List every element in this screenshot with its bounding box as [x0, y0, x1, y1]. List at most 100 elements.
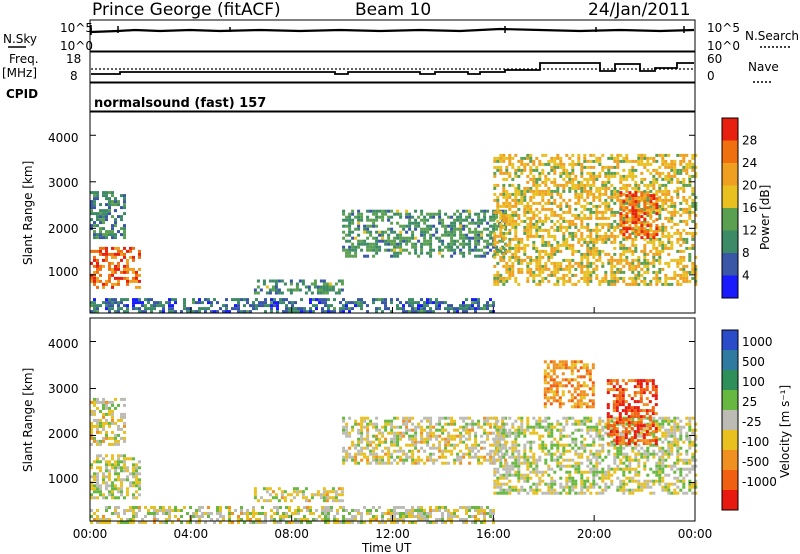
- echo-cell: [312, 310, 315, 314]
- echo-cell: [520, 219, 524, 223]
- echo-cell: [520, 198, 524, 202]
- echo-cell: [592, 482, 596, 486]
- echo-cell: [652, 159, 656, 163]
- echo-cell: [640, 177, 644, 181]
- echo-cell: [691, 165, 695, 169]
- echo-cell: [634, 473, 638, 477]
- echo-cell: [276, 310, 279, 314]
- echo-cell: [444, 506, 447, 509]
- echo-cell: [544, 249, 548, 253]
- echo-cell: [393, 245, 397, 249]
- echo-cell: [580, 261, 584, 265]
- echo-cell: [526, 491, 530, 495]
- echo-cell: [360, 416, 364, 420]
- echo-cell: [517, 267, 521, 271]
- echo-cell: [105, 421, 108, 425]
- echo-cell: [583, 273, 587, 277]
- echo-cell: [511, 156, 515, 160]
- echo-cell: [111, 484, 114, 488]
- echo-cell: [625, 174, 629, 178]
- echo-cell: [541, 240, 545, 244]
- echo-cell: [243, 298, 246, 302]
- echo-cell: [102, 400, 105, 404]
- echo-cell: [252, 512, 255, 515]
- echo-cell: [325, 496, 329, 500]
- echo-cell: [384, 512, 387, 515]
- echo-cell: [120, 218, 123, 222]
- echo-cell: [366, 461, 370, 465]
- echo-cell: [348, 215, 352, 219]
- echo-cell: [673, 162, 677, 166]
- echo-cell: [328, 496, 332, 500]
- echo-cell: [622, 237, 626, 241]
- echo-cell: [351, 425, 355, 429]
- echo-cell: [556, 458, 560, 462]
- echo-cell: [661, 246, 665, 250]
- echo-cell: [538, 470, 542, 474]
- echo-cell: [480, 307, 483, 311]
- echo-cell: [171, 310, 174, 314]
- echo-cell: [268, 288, 272, 292]
- echo-cell: [96, 421, 99, 425]
- echo-cell: [147, 509, 150, 512]
- echo-cell: [267, 304, 270, 308]
- echo-cell: [574, 222, 578, 226]
- echo-cell: [426, 416, 430, 420]
- echo-cell: [117, 463, 120, 467]
- echo-cell: [514, 437, 518, 441]
- echo-cell: [366, 230, 370, 234]
- echo-cell: [357, 304, 360, 308]
- echo-cell: [679, 162, 683, 166]
- echo-cell: [102, 233, 105, 237]
- echo-cell: [441, 521, 444, 524]
- echo-cell: [673, 222, 677, 226]
- echo-cell: [628, 216, 632, 220]
- echo-cell: [568, 485, 572, 489]
- echo-cell: [676, 180, 680, 184]
- echo-cell: [589, 425, 593, 429]
- echo-cell: [592, 452, 596, 456]
- echo-cell: [541, 162, 545, 166]
- echo-cell: [123, 469, 126, 473]
- echo-cell: [631, 209, 635, 213]
- echo-cell: [99, 442, 102, 446]
- echo-cell: [393, 416, 397, 420]
- echo-cell: [646, 252, 650, 256]
- echo-cell: [694, 267, 698, 271]
- echo-cell: [453, 218, 457, 222]
- echo-cell: [405, 431, 409, 435]
- echo-cell: [601, 446, 605, 450]
- echo-cell: [339, 506, 342, 509]
- echo-cell: [259, 288, 263, 292]
- echo-cell: [598, 228, 602, 232]
- echo-cell: [276, 509, 279, 512]
- echo-cell: [381, 425, 385, 429]
- echo-cell: [610, 467, 614, 471]
- echo-cell: [348, 512, 351, 515]
- echo-cell: [411, 230, 415, 234]
- echo-cell: [640, 227, 644, 231]
- echo-cell: [96, 487, 99, 491]
- echo-cell: [538, 476, 542, 480]
- echo-cell: [637, 227, 641, 231]
- echo-cell: [553, 491, 557, 495]
- echo-cell: [640, 279, 644, 283]
- echo-cell: [562, 425, 566, 429]
- echo-cell: [580, 174, 584, 178]
- echo-cell: [216, 509, 219, 512]
- echo-cell: [640, 485, 644, 489]
- echo-cell: [691, 231, 695, 235]
- echo-cell: [108, 521, 111, 524]
- echo-cell: [111, 412, 114, 416]
- echo-cell: [255, 304, 258, 308]
- echo-cell: [483, 509, 486, 512]
- echo-cell: [622, 192, 626, 196]
- echo-cell: [508, 243, 512, 247]
- echo-cell: [120, 307, 123, 311]
- echo-cell: [538, 189, 542, 193]
- echo-cell: [511, 270, 515, 274]
- echo-cell: [520, 162, 524, 166]
- echo-cell: [628, 491, 632, 495]
- echo-cell: [270, 307, 273, 311]
- echo-cell: [637, 416, 641, 420]
